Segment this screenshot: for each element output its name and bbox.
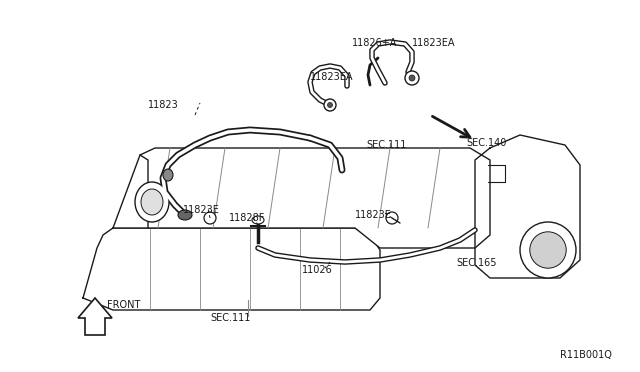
Text: 11823: 11823 xyxy=(148,100,179,110)
Text: 11026: 11026 xyxy=(302,265,333,275)
Text: 11823EA: 11823EA xyxy=(412,38,456,48)
Ellipse shape xyxy=(141,189,163,215)
Circle shape xyxy=(409,75,415,81)
Circle shape xyxy=(324,99,336,111)
Text: SEC.140: SEC.140 xyxy=(466,138,506,148)
Ellipse shape xyxy=(163,169,173,181)
Ellipse shape xyxy=(252,216,264,224)
Polygon shape xyxy=(78,298,112,335)
Text: 11823EA: 11823EA xyxy=(310,72,353,82)
Text: 11828F: 11828F xyxy=(229,213,266,223)
Text: 11823E: 11823E xyxy=(183,205,220,215)
Circle shape xyxy=(204,212,216,224)
Polygon shape xyxy=(113,148,490,248)
Text: 11823E: 11823E xyxy=(355,210,392,220)
Polygon shape xyxy=(83,228,380,310)
Ellipse shape xyxy=(178,210,192,220)
Circle shape xyxy=(328,103,333,108)
Ellipse shape xyxy=(520,222,576,278)
Ellipse shape xyxy=(135,182,169,222)
Text: 11826+A: 11826+A xyxy=(352,38,397,48)
Text: SEC.111: SEC.111 xyxy=(210,313,250,323)
Text: SEC.165: SEC.165 xyxy=(456,258,497,268)
Circle shape xyxy=(405,71,419,85)
Ellipse shape xyxy=(530,232,566,268)
Polygon shape xyxy=(475,135,580,278)
Circle shape xyxy=(386,212,398,224)
Text: FRONT: FRONT xyxy=(107,300,140,310)
Text: SEC.111: SEC.111 xyxy=(366,140,406,150)
Text: R11B001Q: R11B001Q xyxy=(560,350,612,360)
